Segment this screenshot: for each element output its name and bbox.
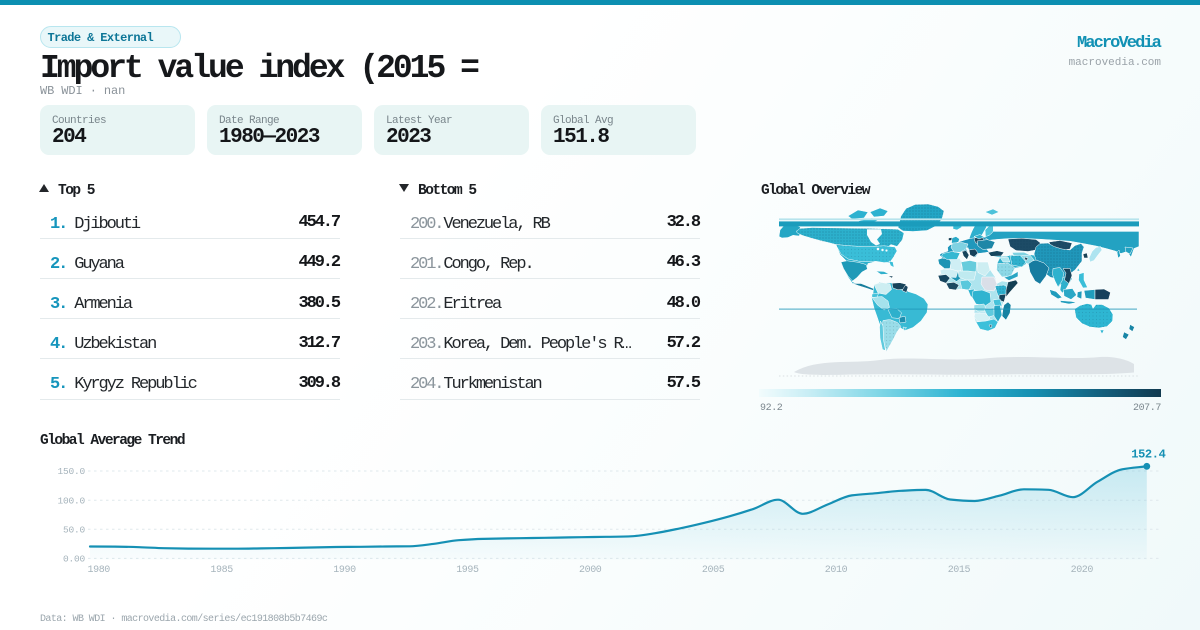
svg-text:50.0: 50.0 — [63, 525, 86, 536]
svg-text:2015: 2015 — [948, 565, 971, 576]
svg-text:1985: 1985 — [210, 565, 233, 576]
svg-text:2020: 2020 — [1071, 565, 1094, 576]
svg-text:150.0: 150.0 — [57, 466, 85, 477]
svg-text:1990: 1990 — [333, 565, 356, 576]
svg-text:1995: 1995 — [456, 565, 479, 576]
svg-text:207.7: 207.7 — [1133, 403, 1161, 414]
svg-text:1980: 1980 — [88, 565, 111, 576]
svg-text:92.2: 92.2 — [760, 403, 783, 414]
svg-text:2005: 2005 — [702, 565, 725, 576]
svg-text:0.00: 0.00 — [63, 554, 86, 565]
svg-text:100.0: 100.0 — [57, 495, 85, 506]
svg-text:152.4: 152.4 — [1131, 448, 1165, 462]
svg-text:2010: 2010 — [825, 565, 848, 576]
svg-text:2000: 2000 — [579, 565, 602, 576]
